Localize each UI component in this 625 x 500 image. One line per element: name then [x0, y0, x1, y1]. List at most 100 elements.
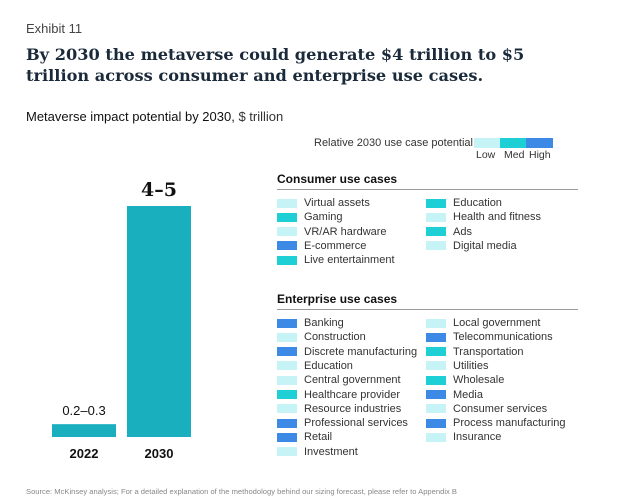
enterprise-divider: [277, 309, 578, 310]
use-case-label: Investment: [304, 445, 358, 458]
use-case-item: Live entertainment: [277, 253, 395, 267]
exhibit-label: Exhibit 11: [26, 21, 83, 36]
use-case-label: Central government: [304, 374, 401, 387]
use-case-item: Consumer services: [426, 402, 547, 416]
legend-label-med: Med: [504, 149, 525, 161]
source-note: Source: McKinsey analysis; For a detaile…: [26, 487, 457, 496]
use-case-label: Ads: [453, 225, 472, 238]
subtitle-unit: $ trillion: [238, 109, 284, 124]
legend-title: Relative 2030 use case potential: [314, 137, 473, 149]
use-case-label: Wholesale: [453, 374, 505, 387]
consumer-divider: [277, 189, 578, 190]
potential-low-swatch: [426, 432, 446, 442]
use-case-label: Transportation: [453, 345, 524, 358]
potential-med-swatch: [277, 390, 297, 399]
category-label-2030: 2030: [145, 446, 174, 461]
bar-2030: [127, 206, 191, 437]
potential-low-swatch: [277, 447, 297, 457]
use-case-item: Ads: [426, 225, 472, 239]
use-case-label: Retail: [304, 431, 333, 444]
use-case-label: Consumer services: [453, 402, 548, 415]
potential-low-swatch: [426, 318, 446, 328]
use-case-label: Media: [453, 388, 483, 401]
use-case-label: Digital media: [453, 239, 517, 252]
use-case-item: Transportation: [426, 345, 524, 359]
use-case-label: Telecommunications: [453, 331, 553, 344]
use-case-label: Health and fitness: [453, 211, 542, 224]
use-case-item: Resource industries: [277, 402, 401, 416]
use-case-label: Professional services: [304, 417, 408, 430]
use-case-label: Education: [304, 359, 353, 372]
use-case-label: Live entertainment: [304, 254, 395, 267]
potential-low-swatch: [426, 404, 446, 414]
use-case-label: Utilities: [453, 359, 489, 372]
use-case-item: Virtual assets: [277, 196, 370, 210]
use-case-item: Healthcare provider: [277, 388, 400, 402]
potential-high-swatch: [277, 432, 297, 442]
use-case-item: Construction: [277, 330, 366, 344]
use-case-label: Resource industries: [304, 402, 402, 415]
potential-med-swatch: [277, 212, 297, 222]
potential-med-swatch: [426, 198, 446, 208]
potential-high-swatch: [277, 418, 297, 428]
use-case-label: Discrete manufacturing: [304, 345, 418, 358]
potential-med-swatch: [426, 375, 446, 385]
use-case-item: E-commerce: [277, 239, 366, 253]
category-label-2022: 2022: [70, 446, 99, 461]
consumer-section-title: Consumer use cases: [277, 172, 398, 186]
use-case-item: Wholesale: [426, 373, 504, 387]
potential-high-swatch: [277, 241, 297, 251]
legend-label-high: High: [529, 149, 551, 161]
value-label-2022: 0.2–0.3: [62, 403, 105, 418]
use-case-item: Gaming: [277, 210, 343, 224]
potential-high-swatch: [277, 318, 297, 328]
use-case-label: E-commerce: [304, 239, 367, 252]
potential-low-swatch: [426, 241, 446, 251]
use-case-label: Gaming: [304, 211, 343, 224]
potential-low-swatch: [277, 375, 297, 385]
use-case-label: Construction: [304, 331, 366, 344]
use-case-label: Virtual assets: [304, 197, 370, 209]
potential-low-swatch: [277, 227, 297, 237]
potential-low-swatch: [277, 361, 297, 371]
use-case-item: Education: [277, 359, 353, 373]
potential-med-swatch: [277, 255, 297, 265]
use-case-item: Health and fitness: [426, 210, 541, 224]
use-case-label: Education: [453, 197, 502, 209]
headline: By 2030 the metaverse could generate $4 …: [26, 45, 525, 85]
use-case-label: Insurance: [453, 431, 502, 444]
use-case-item: VR/AR hardware: [277, 225, 387, 239]
potential-med-swatch: [426, 227, 446, 237]
potential-low-swatch: [277, 332, 297, 342]
use-case-item: Education: [426, 196, 502, 210]
use-case-item: Media: [426, 388, 483, 402]
use-case-item: Banking: [277, 316, 344, 330]
potential-high-swatch: [426, 418, 446, 428]
potential-high-swatch: [277, 347, 297, 357]
use-case-item: Utilities: [426, 359, 488, 373]
use-case-item: Insurance: [426, 430, 501, 444]
value-label-2030: 4–5: [141, 179, 177, 201]
use-case-label: Healthcare provider: [304, 388, 400, 401]
legend-swatch-high: [526, 138, 553, 148]
legend-swatch-low: [474, 138, 501, 148]
legend-label-low: Low: [476, 149, 496, 161]
use-case-label: Banking: [304, 317, 344, 329]
use-case-item: Local government: [426, 316, 540, 330]
potential-low-swatch: [277, 404, 297, 414]
use-case-item: Retail: [277, 430, 332, 444]
use-case-item: Professional services: [277, 416, 408, 430]
use-case-item: Digital media: [426, 239, 517, 253]
use-case-label: Process manufacturing: [453, 417, 566, 430]
potential-low-swatch: [426, 361, 446, 371]
potential-low-swatch: [277, 198, 297, 208]
use-case-item: Process manufacturing: [426, 416, 566, 430]
use-case-item: Investment: [277, 445, 358, 459]
chart-subtitle: Metaverse impact potential by 2030, $ tr…: [26, 109, 283, 124]
potential-med-swatch: [426, 347, 446, 357]
potential-low-swatch: [426, 212, 446, 222]
use-case-label: Local government: [453, 317, 541, 329]
use-case-label: VR/AR hardware: [304, 225, 387, 238]
potential-high-swatch: [426, 390, 446, 399]
